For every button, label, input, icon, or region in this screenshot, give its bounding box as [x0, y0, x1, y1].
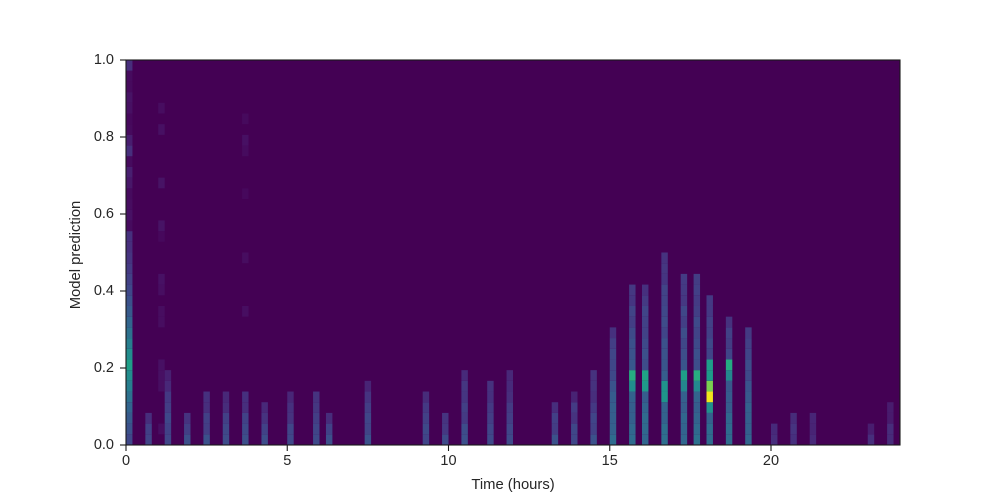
svg-text:Time (hours): Time (hours)	[471, 477, 554, 493]
svg-text:0.0: 0.0	[94, 437, 114, 453]
svg-text:Model prediction: Model prediction	[68, 201, 84, 310]
svg-text:0.6: 0.6	[94, 206, 114, 222]
svg-text:20: 20	[763, 453, 779, 469]
svg-text:0.2: 0.2	[94, 360, 114, 376]
svg-text:10: 10	[440, 453, 456, 469]
svg-text:0: 0	[122, 453, 130, 469]
svg-text:0.8: 0.8	[94, 129, 114, 145]
svg-text:0.4: 0.4	[94, 283, 114, 299]
svg-text:1.0: 1.0	[94, 52, 114, 68]
svg-text:15: 15	[602, 453, 618, 469]
svg-text:5: 5	[283, 453, 291, 469]
